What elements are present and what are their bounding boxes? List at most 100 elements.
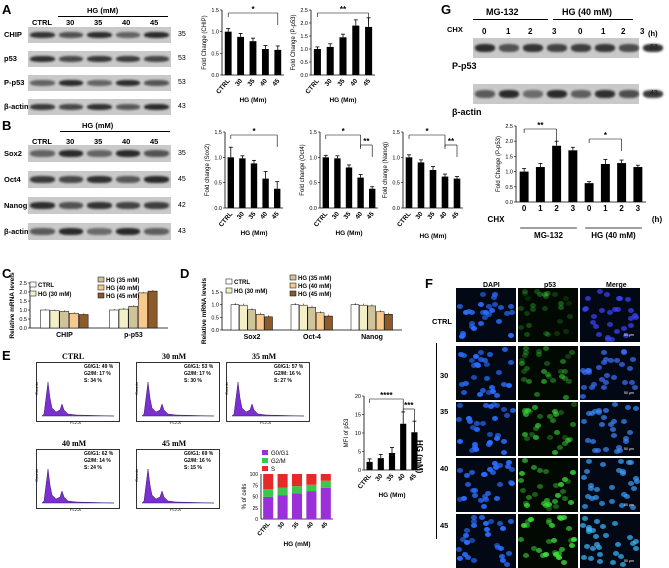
chart-B2: 0.0 0.5 1.0 1.5 Fold change (Oct4) CTRL 30 35 40… [300,127,378,237]
cell-nucleus [588,556,595,562]
cell-nucleus [470,325,477,331]
cell-nucleus [494,402,501,408]
cell-nucleus [507,303,514,309]
flow-plot [141,468,215,504]
y-tick-label: 0.0 [214,206,222,212]
cell-nucleus [522,353,529,359]
cell-nucleus [631,313,638,319]
y-tick-label: 1.0 [211,303,219,309]
x-tick-label: 3 [636,204,641,213]
bar-segment [263,489,274,497]
bar [357,177,364,208]
cell-nucleus [456,496,463,502]
cell-nucleus [561,376,568,382]
cell-nucleus [580,474,587,480]
bar [369,188,376,208]
ctrl-header-a: CTRL [32,18,52,27]
y-tick-label: 25 [252,506,258,512]
bar [255,314,265,331]
bar-segment [306,474,317,485]
cell-nucleus [626,366,633,372]
blot-band [87,55,112,63]
cell-nucleus [482,315,489,321]
y-tick-label: 1.0 [300,47,308,53]
cell-nucleus [571,536,578,542]
y-tick-label: 5 [358,450,361,456]
cell-nucleus [486,311,493,317]
blot-band [115,55,141,63]
bar [239,158,246,208]
kda-label: 35 [178,31,186,38]
x-axis-label: HG (Mm) [329,97,356,104]
flow-stat: G0/G1: 53 % [184,364,214,370]
row-30: 30 [440,371,449,380]
cell-nucleus [507,519,514,525]
cell-nucleus [471,492,478,498]
y-tick-label: 1.5 [392,130,400,136]
cell-nucleus [474,362,481,368]
flow-stat: G0/G1: 62 % [84,451,114,457]
cell-nucleus [620,468,627,474]
cell-nucleus [560,358,567,364]
cell-nucleus [518,537,525,543]
cell-nucleus [607,309,614,315]
y-tick-label: 2.0 [300,21,308,27]
cell-nucleus [501,347,508,353]
cell-nucleus [486,431,493,437]
blot-band [643,44,663,52]
x-tick-label: 2 [554,204,559,213]
cell-nucleus [598,376,605,382]
x-tick-label: p-p53 [124,332,143,339]
x-axis-label: HG (Mm) [378,492,405,499]
cell-nucleus [460,333,467,339]
cell-nucleus [537,291,544,297]
x-tick-label: 0 [522,204,527,213]
cell-nucleus [595,409,602,415]
cell-nucleus [568,542,575,548]
flow-peak [141,381,215,417]
cell-nucleus [602,407,609,413]
cell-nucleus [505,463,512,469]
cell-nucleus [546,414,553,420]
cell-nucleus [615,307,622,313]
x-tick-label: Sox2 [244,334,261,341]
sig-label: *** [404,401,414,410]
cell-nucleus [589,411,596,417]
cell-nucleus [485,304,492,310]
flow-y-axis: Counts [33,469,39,482]
cell-nucleus [503,311,510,317]
cell-nucleus [599,421,606,427]
cell-nucleus [589,438,596,444]
cell-nucleus [593,494,600,500]
cell-nucleus [627,323,634,329]
x-tick-label: Nanog [361,334,383,341]
legend-swatch [29,281,37,288]
x-tick-label: CTRL [396,211,413,229]
bar [313,49,321,75]
chx-time: 0 [578,27,583,36]
blot-strip [28,171,171,188]
cell-nucleus [615,542,622,548]
cell-nucleus [484,375,491,381]
blot-strip [28,197,171,214]
cell-nucleus [478,321,485,327]
cell-nucleus [600,384,607,390]
bar [227,157,234,208]
y-tick-label: 0.5 [19,317,27,323]
merge-image: 50 μm [580,346,640,400]
cell-nucleus [629,504,636,510]
cell-nucleus [549,523,556,529]
panel-label-g: G [441,2,452,17]
bar-segment [291,474,303,487]
cell-nucleus [608,499,615,505]
cell-nucleus [596,545,603,551]
bar-segment [306,491,317,519]
cell-nucleus [525,296,532,302]
blot-band [30,103,55,111]
x-tick-label: 45 [451,210,461,220]
kda-label: 43 [178,227,186,235]
row-40: 40 [440,464,449,473]
bar [109,309,119,329]
cell-nucleus [468,320,475,326]
